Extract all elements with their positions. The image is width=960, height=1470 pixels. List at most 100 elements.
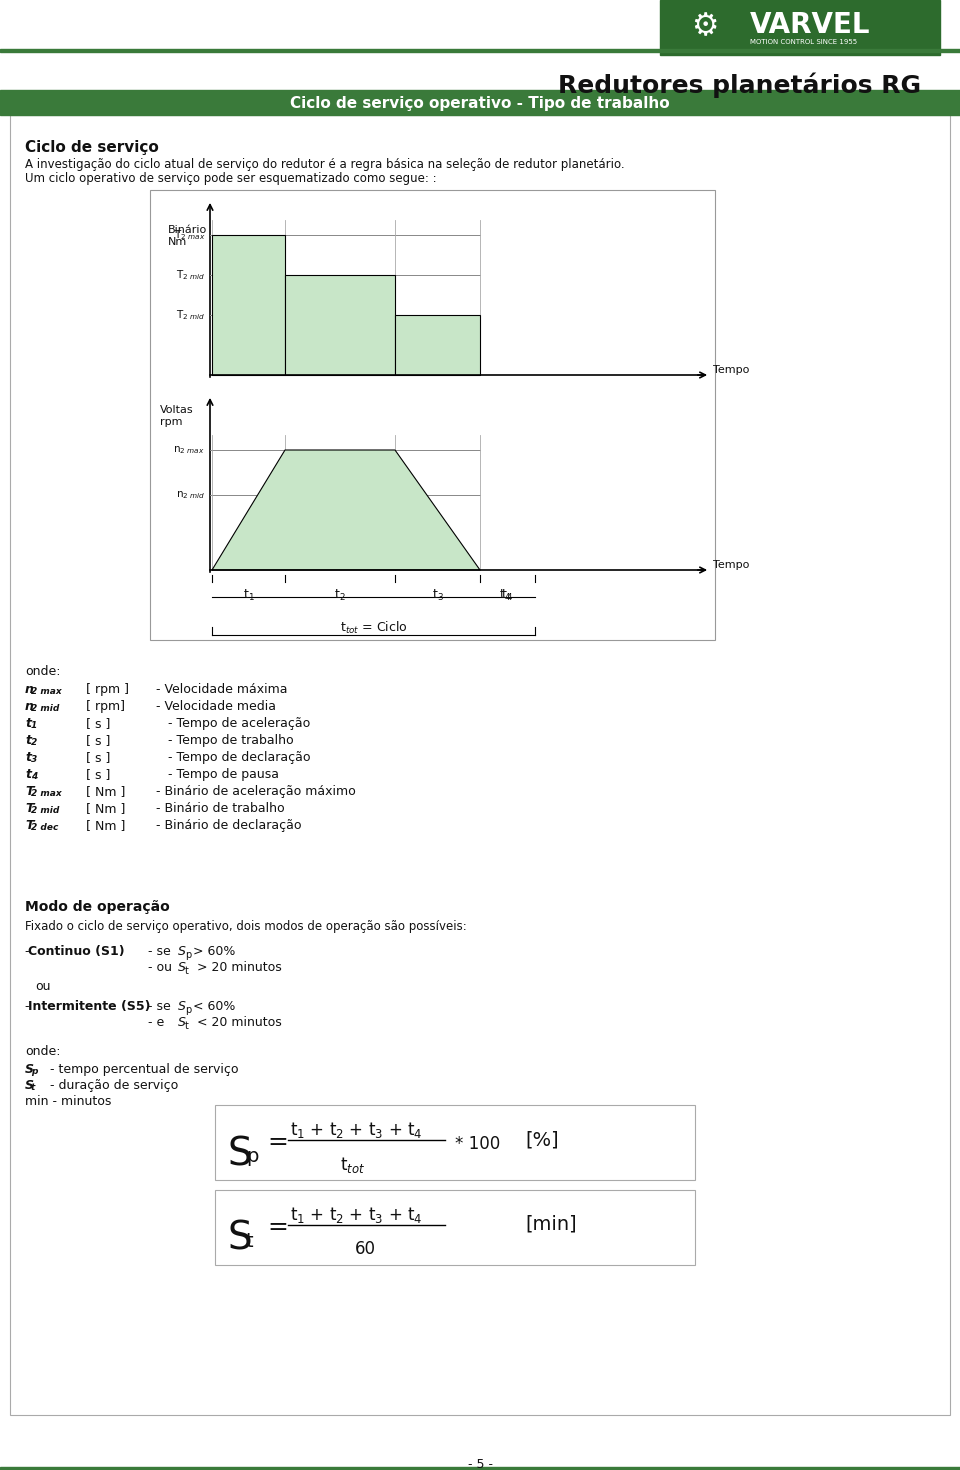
Text: t$_1$ + t$_2$ + t$_3$ + t$_4$: t$_1$ + t$_2$ + t$_3$ + t$_4$ <box>290 1120 422 1141</box>
Text: > 60%: > 60% <box>193 945 235 958</box>
Bar <box>10 115 950 1416</box>
Text: p: p <box>185 950 191 960</box>
Text: T: T <box>25 785 34 798</box>
Text: - Velocidade máxima: - Velocidade máxima <box>148 684 287 695</box>
Text: t$_1$ + t$_2$ + t$_3$ + t$_4$: t$_1$ + t$_2$ + t$_3$ + t$_4$ <box>290 1205 422 1225</box>
Text: 4: 4 <box>31 772 37 781</box>
Text: -: - <box>25 945 34 958</box>
Text: > 20 minutos: > 20 minutos <box>193 961 281 975</box>
Text: - Tempo de declaração: - Tempo de declaração <box>148 751 310 764</box>
Text: S: S <box>178 1000 186 1013</box>
Text: t$_4$: t$_4$ <box>499 588 511 603</box>
Text: S: S <box>25 1063 34 1076</box>
Text: n: n <box>25 700 34 713</box>
Bar <box>215 1105 695 1180</box>
Text: t: t <box>25 751 31 764</box>
Text: - se: - se <box>148 1000 171 1013</box>
Text: t$_{tot}$ = Ciclo: t$_{tot}$ = Ciclo <box>340 620 407 637</box>
Text: - Tempo de pausa: - Tempo de pausa <box>148 767 279 781</box>
Text: - se: - se <box>148 945 171 958</box>
Text: * 100: * 100 <box>455 1135 500 1152</box>
Text: [ s ]: [ s ] <box>82 751 110 764</box>
Text: 60: 60 <box>355 1241 376 1258</box>
Text: t: t <box>31 1083 36 1092</box>
Text: - Tempo de trabalho: - Tempo de trabalho <box>148 734 294 747</box>
Text: 2 mid: 2 mid <box>31 806 60 814</box>
Text: < 20 minutos: < 20 minutos <box>193 1016 281 1029</box>
Text: ou: ou <box>35 980 51 994</box>
Text: S: S <box>178 945 186 958</box>
Text: t$_{tot}$: t$_{tot}$ <box>340 1155 366 1175</box>
Text: - tempo percentual de serviço: - tempo percentual de serviço <box>42 1063 238 1076</box>
Text: VARVEL: VARVEL <box>750 10 871 40</box>
Text: p: p <box>185 1005 191 1014</box>
Text: - Binário de aceleração máximo: - Binário de aceleração máximo <box>148 785 356 798</box>
Text: 1: 1 <box>31 720 37 731</box>
Text: t$_2$: t$_2$ <box>334 588 346 603</box>
Text: n$_{2\ max}$: n$_{2\ max}$ <box>174 444 205 456</box>
Text: =: = <box>260 1216 297 1239</box>
Bar <box>660 0 940 54</box>
Bar <box>0 1467 960 1470</box>
Bar <box>150 190 715 639</box>
Text: S: S <box>228 1135 252 1173</box>
Text: - Velocidade media: - Velocidade media <box>148 700 276 713</box>
Text: - ou: - ou <box>148 961 172 975</box>
Text: Fixado o ciclo de serviço operativo, dois modos de operação são possíveis:: Fixado o ciclo de serviço operativo, doi… <box>25 920 467 933</box>
Text: Tempo: Tempo <box>713 365 750 375</box>
Text: T$_{2\ mid}$: T$_{2\ mid}$ <box>176 309 205 322</box>
Text: onde:: onde: <box>25 1045 60 1058</box>
Text: T: T <box>25 819 34 832</box>
Text: =: = <box>260 1130 297 1154</box>
Text: Tempo: Tempo <box>713 560 750 570</box>
Text: 3: 3 <box>31 756 37 764</box>
Bar <box>0 49 960 51</box>
Text: [ s ]: [ s ] <box>82 717 110 731</box>
Text: S: S <box>178 1016 186 1029</box>
Text: [ rpm ]: [ rpm ] <box>82 684 129 695</box>
Text: onde:: onde: <box>25 664 60 678</box>
Text: S: S <box>25 1079 34 1092</box>
Text: Intermitente (S5): Intermitente (S5) <box>28 1000 151 1013</box>
Text: t$_4$: t$_4$ <box>501 588 514 603</box>
Text: -: - <box>25 1000 34 1013</box>
Text: [ s ]: [ s ] <box>82 734 110 747</box>
Text: Ciclo de serviço operativo - Tipo de trabalho: Ciclo de serviço operativo - Tipo de tra… <box>290 96 670 110</box>
Text: 2 max: 2 max <box>31 789 61 798</box>
Text: S: S <box>228 1220 252 1258</box>
Polygon shape <box>212 235 285 375</box>
Text: Um ciclo operativo de serviço pode ser esquematizado como segue: :: Um ciclo operativo de serviço pode ser e… <box>25 172 437 185</box>
Text: - Binário de declaração: - Binário de declaração <box>148 819 301 832</box>
Text: p: p <box>246 1147 258 1166</box>
Text: < 60%: < 60% <box>193 1000 235 1013</box>
Text: - Tempo de aceleração: - Tempo de aceleração <box>148 717 310 731</box>
Text: A investigação do ciclo atual de serviço do redutor é a regra básica na seleção : A investigação do ciclo atual de serviço… <box>25 157 625 171</box>
Text: 2: 2 <box>31 738 37 747</box>
Text: ⚙: ⚙ <box>691 13 719 41</box>
Text: t$_1$: t$_1$ <box>243 588 254 603</box>
Bar <box>668 0 743 51</box>
Text: t: t <box>25 767 31 781</box>
Text: t: t <box>25 734 31 747</box>
Bar <box>215 1191 695 1266</box>
Text: t: t <box>246 1232 253 1251</box>
Text: t: t <box>185 966 189 976</box>
Text: [ s ]: [ s ] <box>82 767 110 781</box>
Text: t: t <box>185 1022 189 1030</box>
Text: - Binário de trabalho: - Binário de trabalho <box>148 803 284 814</box>
Text: t$_3$: t$_3$ <box>432 588 444 603</box>
Text: [ Nm ]: [ Nm ] <box>82 819 126 832</box>
Text: [ Nm ]: [ Nm ] <box>82 803 126 814</box>
Text: T$_{2\ mid}$: T$_{2\ mid}$ <box>176 268 205 282</box>
Text: [ rpm]: [ rpm] <box>82 700 125 713</box>
Text: Binário
Nm: Binário Nm <box>168 225 207 247</box>
Text: Redutores planetários RG: Redutores planetários RG <box>559 72 922 97</box>
Text: - e: - e <box>148 1016 164 1029</box>
Polygon shape <box>285 275 395 375</box>
Text: Voltas
rpm: Voltas rpm <box>160 406 194 428</box>
Text: - 5 -: - 5 - <box>468 1458 492 1470</box>
Text: n: n <box>25 684 34 695</box>
Text: MOTION CONTROL SINCE 1955: MOTION CONTROL SINCE 1955 <box>750 40 857 46</box>
Text: - duração de serviço: - duração de serviço <box>42 1079 179 1092</box>
Text: [ Nm ]: [ Nm ] <box>82 785 126 798</box>
